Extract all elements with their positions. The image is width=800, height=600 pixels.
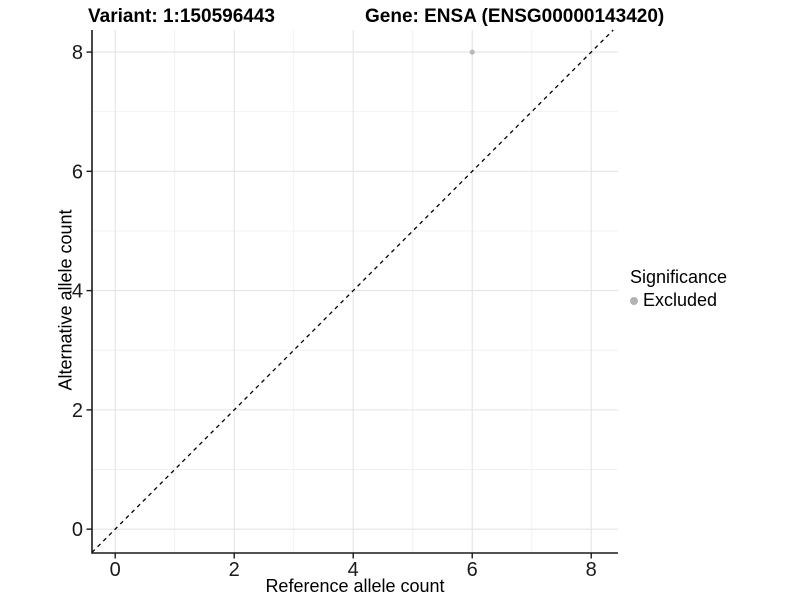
legend-item-label: Excluded bbox=[643, 290, 718, 310]
x-axis-title: Reference allele count bbox=[265, 576, 445, 596]
legend-item-excluded: Excluded bbox=[630, 290, 727, 311]
legend-title: Significance bbox=[630, 267, 728, 287]
plot-title-gene: Gene: ENSA (ENSG00000143420) bbox=[365, 6, 665, 27]
x-tick-label: 0 bbox=[110, 559, 121, 581]
data-point bbox=[469, 49, 475, 55]
y-tick-label: 4 bbox=[72, 281, 83, 303]
y-tick-label: 6 bbox=[72, 161, 83, 183]
plot-title-variant: Variant: 1:150596443 bbox=[88, 6, 275, 27]
y-tick-label: 0 bbox=[72, 519, 83, 541]
x-tick-label: 4 bbox=[348, 559, 359, 581]
x-tick-label: 8 bbox=[586, 559, 597, 581]
legend-point-icon bbox=[630, 296, 638, 305]
y-tick-label: 8 bbox=[72, 42, 83, 64]
y-axis-title: Alternative allele count bbox=[55, 209, 76, 391]
x-tick-label: 6 bbox=[467, 559, 478, 581]
identity-line bbox=[91, 29, 614, 553]
y-tick-label: 2 bbox=[72, 400, 83, 422]
legend: Significance Excluded bbox=[630, 267, 727, 311]
x-tick-label: 2 bbox=[229, 559, 240, 581]
